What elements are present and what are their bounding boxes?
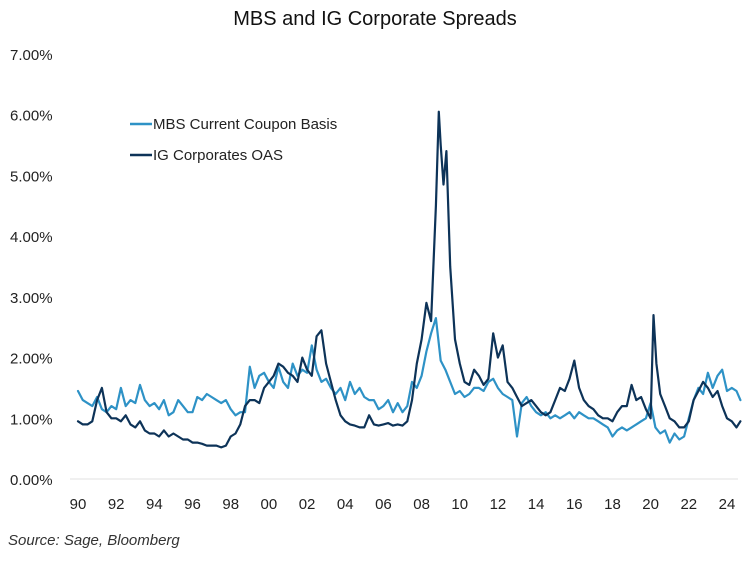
y-tick-label: 5.00% bbox=[10, 168, 53, 185]
y-tick-label: 0.00% bbox=[10, 472, 53, 489]
source-note: Source: Sage, Bloomberg bbox=[8, 532, 180, 549]
x-axis: 90 92 94 96 98 00 02 04 06 08 10 12 14 16 18 20 22 24 bbox=[70, 496, 736, 513]
x-tick-label: 96 bbox=[184, 496, 201, 513]
x-tick-label: 20 bbox=[642, 496, 659, 513]
y-tick-label: 2.00% bbox=[10, 351, 53, 368]
y-axis: 0.00% 1.00% 2.00% 3.00% 4.00% 5.00% 6.00% 7.00% bbox=[10, 47, 53, 489]
x-tick-label: 94 bbox=[146, 496, 163, 513]
x-tick-label: 02 bbox=[299, 496, 316, 513]
x-tick-label: 90 bbox=[70, 496, 87, 513]
x-tick-label: 10 bbox=[451, 496, 468, 513]
y-tick-label: 1.00% bbox=[10, 411, 53, 428]
x-tick-label: 24 bbox=[719, 496, 736, 513]
legend: MBS Current Coupon Basis IG Corporates OA… bbox=[130, 116, 337, 164]
x-tick-label: 00 bbox=[261, 496, 278, 513]
x-tick-label: 06 bbox=[375, 496, 392, 513]
y-tick-label: 6.00% bbox=[10, 108, 53, 125]
y-tick-label: 7.00% bbox=[10, 47, 53, 64]
x-tick-label: 22 bbox=[680, 496, 697, 513]
x-tick-label: 08 bbox=[413, 496, 430, 513]
x-tick-label: 16 bbox=[566, 496, 583, 513]
chart-title: MBS and IG Corporate Spreads bbox=[233, 8, 517, 30]
series-line-ig-corporates-oas bbox=[76, 110, 742, 449]
series-layer bbox=[76, 110, 742, 449]
x-tick-label: 98 bbox=[222, 496, 239, 513]
y-tick-label: 3.00% bbox=[10, 290, 53, 307]
x-tick-label: 14 bbox=[528, 496, 545, 513]
x-tick-label: 04 bbox=[337, 496, 354, 513]
y-tick-label: 4.00% bbox=[10, 229, 53, 246]
x-tick-label: 18 bbox=[604, 496, 621, 513]
legend-label: IG Corporates OAS bbox=[153, 147, 283, 164]
x-tick-label: 12 bbox=[490, 496, 507, 513]
series-line-mbs-current-coupon-basis bbox=[76, 317, 742, 444]
x-tick-label: 92 bbox=[108, 496, 125, 513]
legend-label: MBS Current Coupon Basis bbox=[153, 116, 337, 133]
